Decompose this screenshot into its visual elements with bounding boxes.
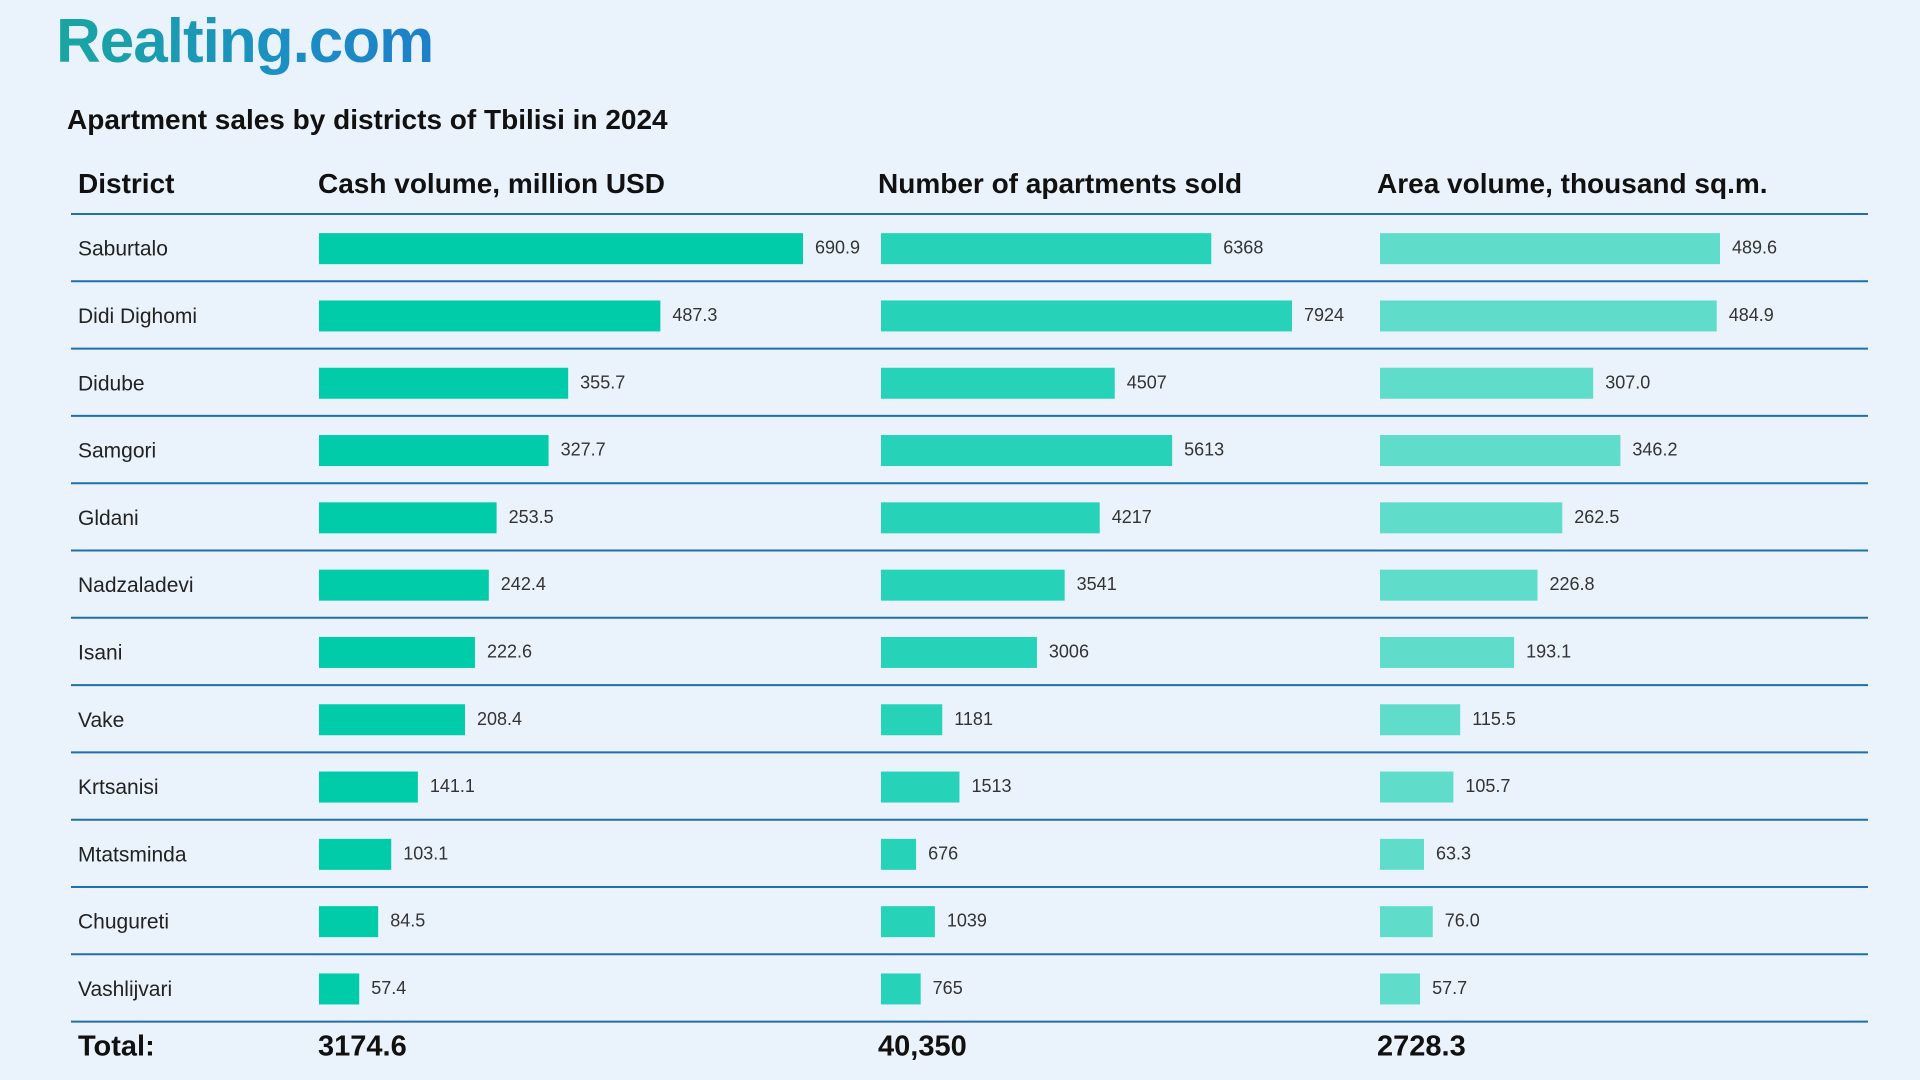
realting-logo[interactable]: Realting.com bbox=[56, 7, 434, 76]
total-label: Total: bbox=[78, 1031, 155, 1063]
district-label: Vashlijvari bbox=[78, 978, 172, 1001]
bar-2 bbox=[881, 435, 1173, 467]
value-label: 484.9 bbox=[1729, 305, 1774, 325]
bar-3 bbox=[1380, 233, 1720, 265]
value-label: 1181 bbox=[954, 709, 993, 729]
bar-3 bbox=[1380, 771, 1454, 803]
cash-volume-column-header: Cash volume, million USD bbox=[318, 168, 665, 199]
district-column-header: District bbox=[78, 168, 175, 199]
bar-1 bbox=[319, 367, 569, 399]
bar-2 bbox=[881, 233, 1212, 265]
value-label: 208.4 bbox=[477, 709, 522, 729]
value-label: 1513 bbox=[971, 776, 1011, 796]
total-value-1: 3174.6 bbox=[318, 1031, 407, 1063]
value-label: 5613 bbox=[1184, 440, 1224, 460]
bar-1 bbox=[319, 233, 803, 265]
bar-1 bbox=[319, 502, 497, 534]
bar-3 bbox=[1380, 569, 1538, 601]
bar-2 bbox=[881, 906, 935, 938]
bar-1 bbox=[319, 300, 661, 332]
value-label: 346.2 bbox=[1632, 440, 1677, 460]
value-label: 84.5 bbox=[390, 911, 425, 931]
bar-3 bbox=[1380, 300, 1717, 332]
district-label: Nadzaladevi bbox=[78, 574, 194, 597]
value-label: 242.4 bbox=[501, 574, 546, 594]
bar-3 bbox=[1380, 704, 1461, 736]
bar-2 bbox=[881, 502, 1100, 534]
value-label: 4507 bbox=[1127, 372, 1167, 392]
bar-3 bbox=[1380, 906, 1433, 938]
district-label: Samgori bbox=[78, 440, 156, 463]
value-label: 6368 bbox=[1223, 238, 1263, 258]
bar-1 bbox=[319, 771, 418, 803]
value-label: 63.3 bbox=[1436, 843, 1471, 863]
value-label: 115.5 bbox=[1472, 709, 1516, 729]
district-label: Krtsanisi bbox=[78, 776, 159, 799]
value-label: 103.1 bbox=[403, 843, 448, 863]
apartments-sold-column-header: Number of apartments sold bbox=[878, 168, 1243, 199]
value-label: 487.3 bbox=[672, 305, 717, 325]
value-label: 765 bbox=[933, 978, 963, 998]
bar-1 bbox=[319, 636, 475, 668]
bar-2 bbox=[881, 300, 1292, 332]
value-label: 3006 bbox=[1049, 641, 1089, 661]
bar-2 bbox=[881, 771, 960, 803]
value-label: 307.0 bbox=[1605, 372, 1650, 392]
bar-3 bbox=[1380, 973, 1421, 1005]
value-label: 57.4 bbox=[371, 978, 406, 998]
district-label: Mtatsminda bbox=[78, 843, 187, 866]
value-label: 57.7 bbox=[1432, 978, 1467, 998]
bar-3 bbox=[1380, 838, 1424, 870]
bar-3 bbox=[1380, 502, 1563, 534]
bar-2 bbox=[881, 569, 1065, 601]
value-label: 3541 bbox=[1077, 574, 1117, 594]
bar-1 bbox=[319, 569, 489, 601]
bar-3 bbox=[1380, 636, 1515, 668]
value-label: 76.0 bbox=[1445, 911, 1480, 931]
value-label: 193.1 bbox=[1526, 641, 1571, 661]
bar-1 bbox=[319, 704, 465, 736]
bar-3 bbox=[1380, 435, 1621, 467]
total-value-2: 40,350 bbox=[878, 1031, 967, 1063]
district-label: Isani bbox=[78, 641, 122, 664]
district-label: Vake bbox=[78, 709, 124, 732]
bar-2 bbox=[881, 973, 921, 1005]
area-volume-column-header: Area volume, thousand sq.m. bbox=[1377, 168, 1768, 199]
value-label: 262.5 bbox=[1574, 507, 1619, 527]
value-label: 676 bbox=[928, 843, 958, 863]
bar-1 bbox=[319, 906, 379, 938]
value-label: 7924 bbox=[1304, 305, 1344, 325]
chart-title: Apartment sales by districts of Tbilisi … bbox=[67, 104, 668, 135]
district-label: Didi Dighomi bbox=[78, 305, 197, 328]
bar-2 bbox=[881, 367, 1115, 399]
value-label: 253.5 bbox=[509, 507, 554, 527]
value-label: 489.6 bbox=[1732, 238, 1777, 258]
value-label: 690.9 bbox=[815, 238, 860, 258]
total-value-3: 2728.3 bbox=[1377, 1031, 1466, 1063]
value-label: 226.8 bbox=[1550, 574, 1595, 594]
district-label: Gldani bbox=[78, 507, 139, 530]
district-label: Chugureti bbox=[78, 911, 169, 934]
bar-2 bbox=[881, 704, 943, 736]
value-label: 4217 bbox=[1112, 507, 1152, 527]
district-label: Saburtalo bbox=[78, 238, 168, 261]
bar-1 bbox=[319, 435, 549, 467]
bar-2 bbox=[881, 636, 1037, 668]
district-label: Didube bbox=[78, 372, 145, 395]
bar-1 bbox=[319, 973, 360, 1005]
value-label: 141.1 bbox=[430, 776, 475, 796]
value-label: 327.7 bbox=[561, 440, 606, 460]
bar-2 bbox=[881, 838, 917, 870]
value-label: 355.7 bbox=[580, 372, 625, 392]
bar-1 bbox=[319, 838, 392, 870]
value-label: 222.6 bbox=[487, 641, 532, 661]
value-label: 1039 bbox=[947, 911, 987, 931]
value-label: 105.7 bbox=[1465, 776, 1510, 796]
bar-3 bbox=[1380, 367, 1594, 399]
